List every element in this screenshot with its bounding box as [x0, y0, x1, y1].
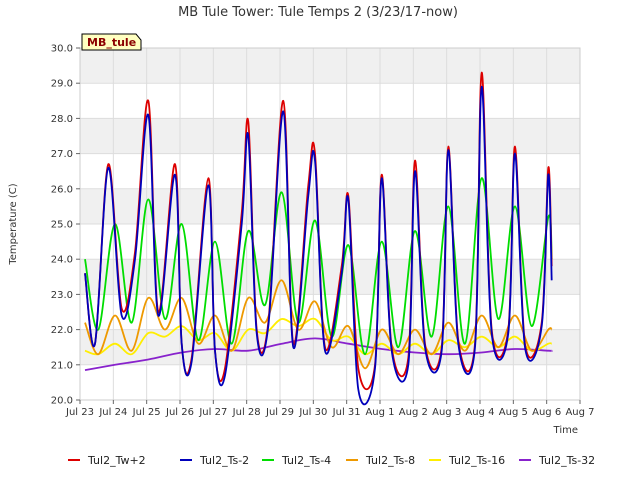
x-tick-label: Aug 4: [465, 407, 494, 418]
x-tick-label: Aug 6: [532, 407, 561, 418]
plot-band: [80, 364, 580, 400]
x-axis-ticks: Jul 23 Jul 24 Jul 25 Jul 26 Jul 27 Jul 28 Jul …: [65, 400, 595, 418]
legend-label: Tul2_Ts-2: [199, 454, 249, 467]
plot-band: [80, 294, 580, 330]
station-badge: MB_tule: [81, 33, 142, 51]
x-tick-label: Jul 23: [65, 407, 94, 418]
y-axis-ticks: 20.0 21.0 22.0 23.0 24.0 25.0 26.0 27.0 28.0 29.0…: [51, 44, 80, 407]
series-line-tul2-ts-4: [84, 177, 553, 356]
y-tick-label: 25.0: [51, 220, 73, 231]
series-lines: [84, 71, 553, 406]
y-axis-label: Temperature (C): [8, 183, 19, 265]
y-tick-label: 30.0: [51, 44, 73, 55]
x-tick-label: Aug 5: [499, 407, 528, 418]
x-tick-label: Jul 30: [298, 407, 327, 418]
y-tick-label: 29.0: [51, 79, 73, 90]
legend-label: Tul2_Tw+2: [87, 454, 146, 467]
plot-band: [80, 188, 580, 224]
x-tick-label: Jul 25: [132, 407, 161, 418]
y-tick-label: 26.0: [51, 184, 73, 195]
x-tick-label: Aug 2: [399, 407, 428, 418]
x-tick-label: Jul 27: [198, 407, 227, 418]
plot-background: [80, 48, 580, 400]
x-tick-label: Jul 29: [265, 407, 294, 418]
series-line-tul2-ts-2: [84, 85, 553, 406]
plot-band: [80, 48, 580, 84]
x-tick-label: Aug 7: [565, 407, 594, 418]
legend: Tul2_Tw+2 Tul2_Ts-2 Tul2_Ts-4 Tul2_Ts-8 Tul2…: [68, 454, 595, 467]
plot-band: [80, 83, 580, 119]
x-tick-label: Aug 1: [365, 407, 394, 418]
y-tick-label: 23.0: [51, 290, 73, 301]
legend-label: Tul2_Ts-8: [365, 454, 415, 467]
plot-band: [80, 224, 580, 260]
y-tick-label: 27.0: [51, 149, 73, 160]
legend-label: Tul2_Ts-16: [448, 454, 505, 467]
legend-label: Tul2_Ts-4: [281, 454, 331, 467]
station-badge-label: MB_tule: [87, 36, 136, 49]
y-tick-label: 22.0: [51, 325, 73, 336]
x-tick-label: Jul 31: [332, 407, 361, 418]
plot-band: [80, 153, 580, 189]
chart-title: MB Tule Tower: Tule Temps 2 (3/23/17-now…: [178, 5, 458, 20]
x-tick-label: Jul 26: [165, 407, 194, 418]
y-tick-label: 24.0: [51, 255, 73, 266]
x-tick-label: Jul 24: [98, 407, 127, 418]
x-tick-label: Aug 3: [432, 407, 461, 418]
y-tick-label: 21.0: [51, 360, 73, 371]
legend-label: Tul2_Ts-32: [538, 454, 595, 467]
y-tick-label: 20.0: [51, 396, 73, 407]
y-tick-label: 28.0: [51, 114, 73, 125]
station-badge-shape: [81, 33, 142, 51]
x-tick-label: Jul 28: [232, 407, 261, 418]
x-axis-label: Time: [553, 425, 578, 436]
plot-band: [80, 118, 580, 154]
